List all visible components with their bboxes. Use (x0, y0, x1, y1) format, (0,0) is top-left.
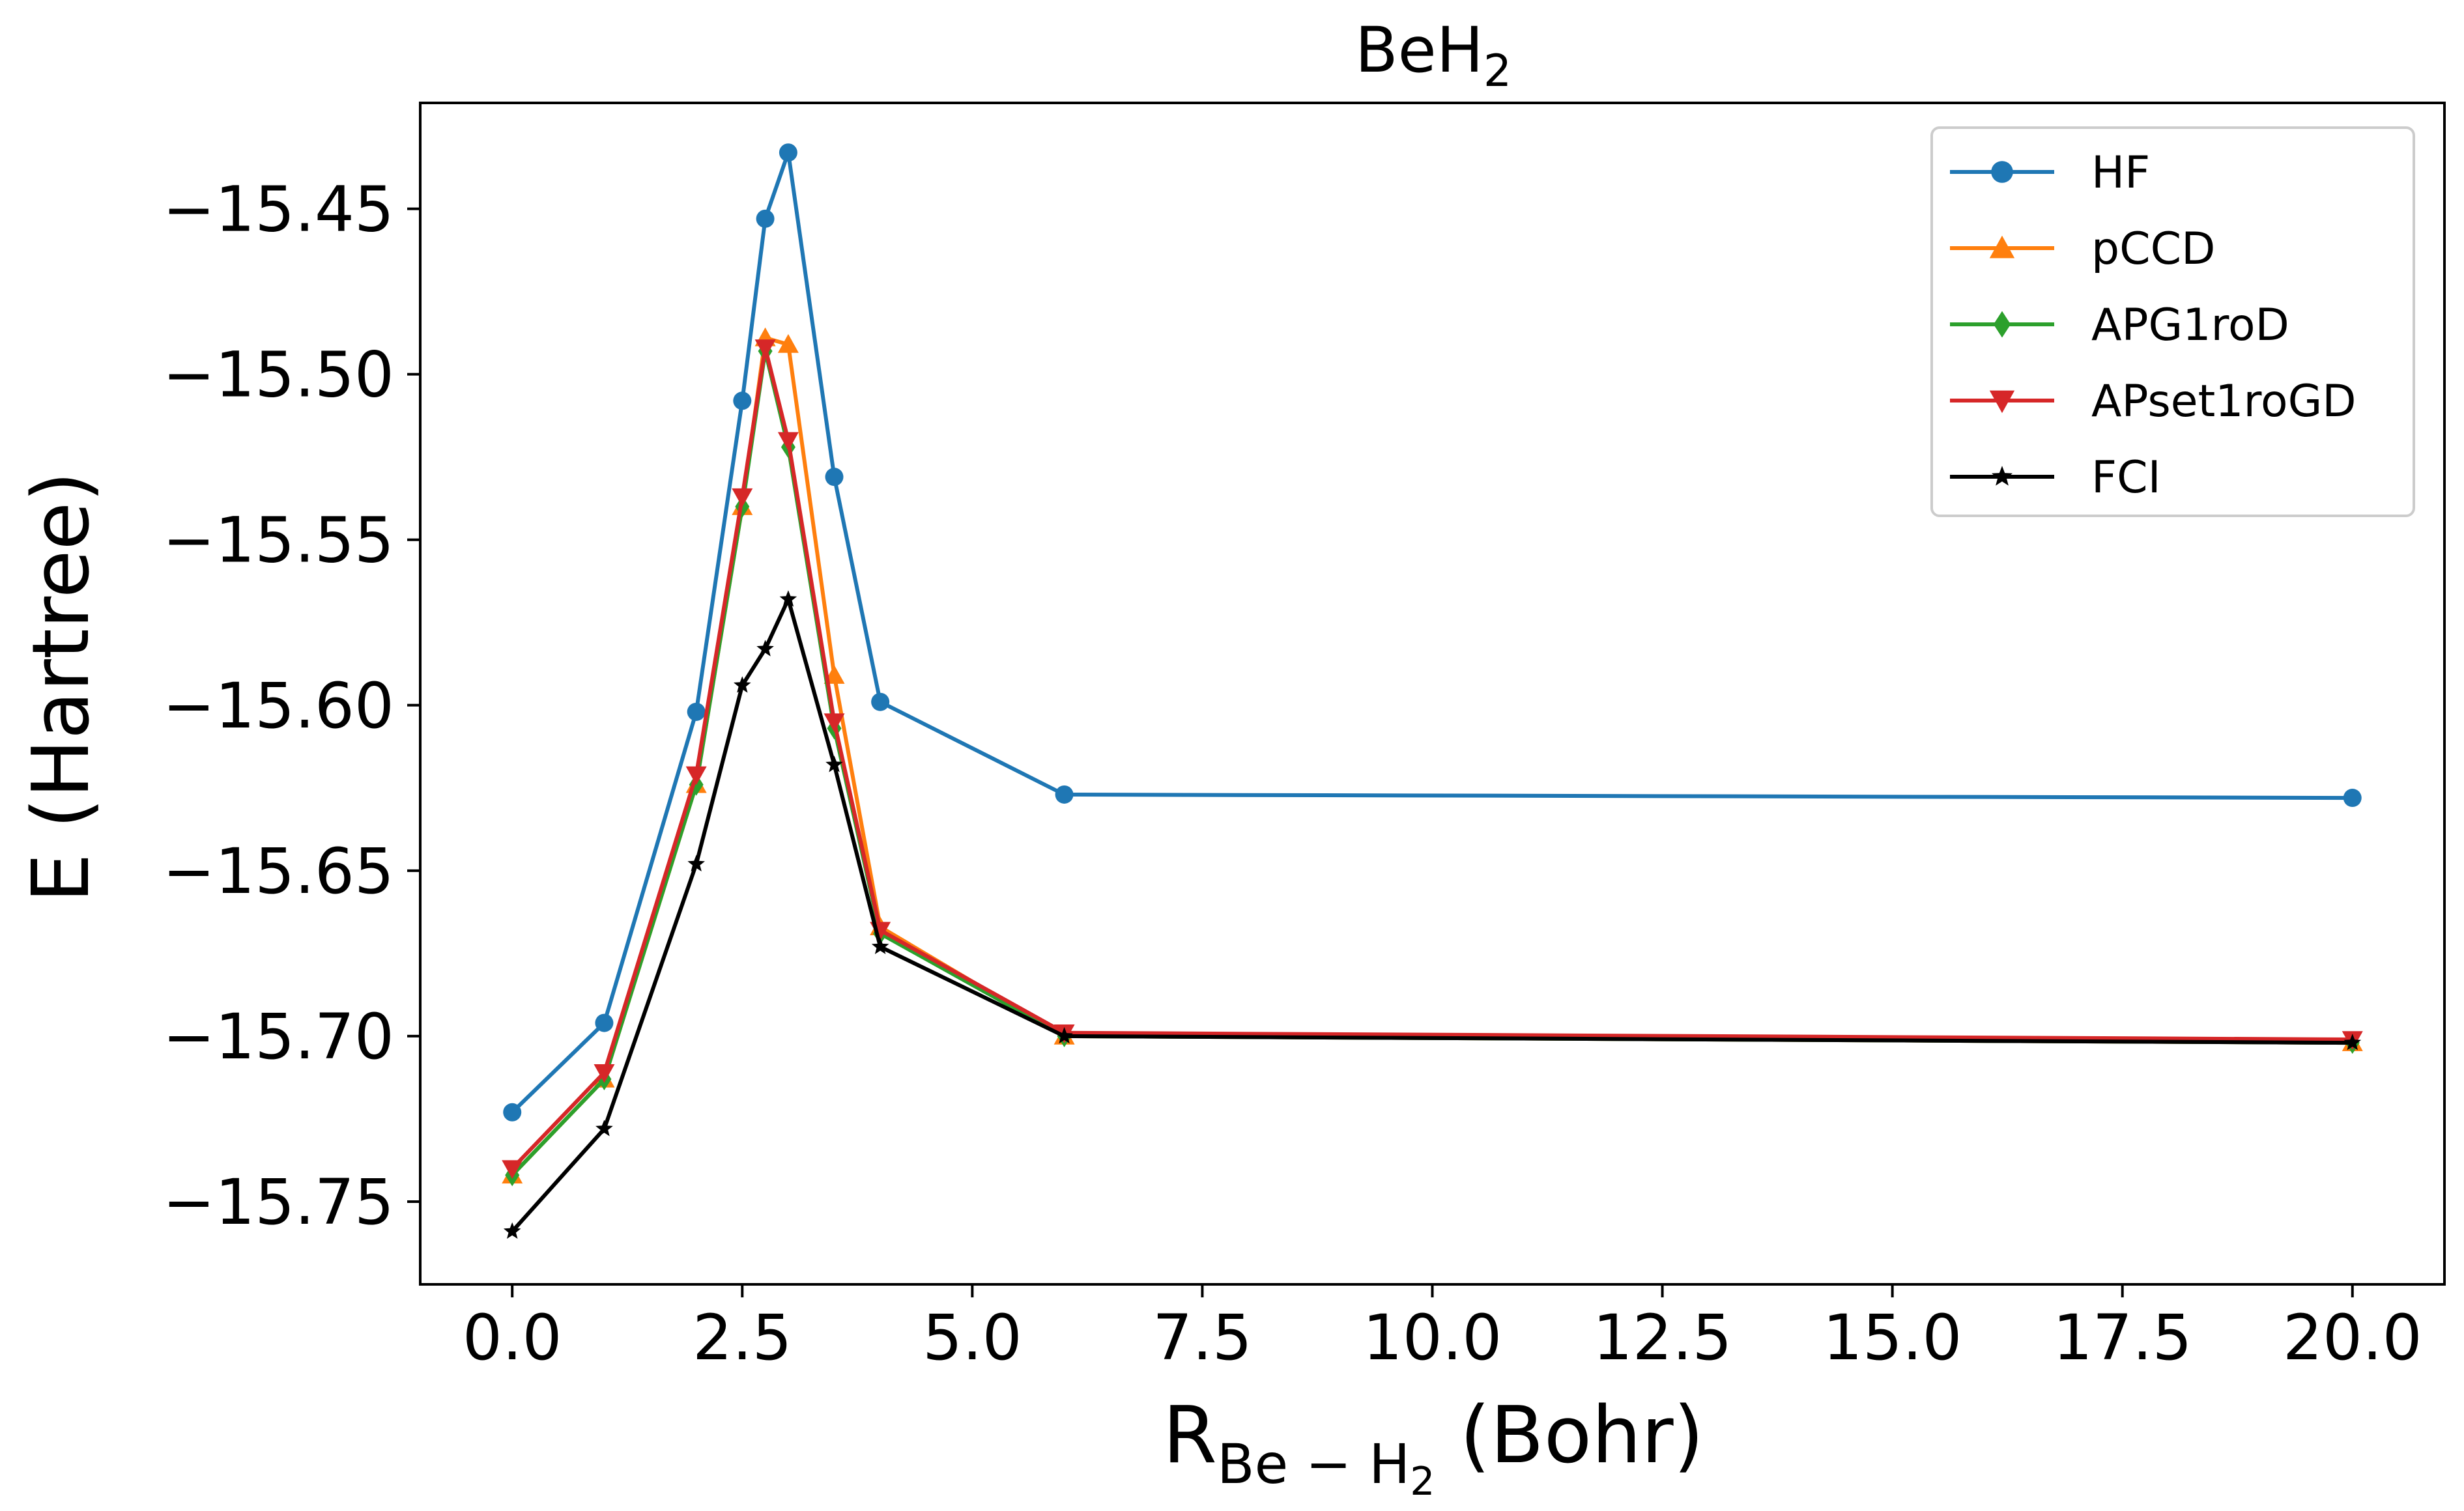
y-axis-label: E (Hartree) (16, 472, 107, 903)
x-tick-label: 17.5 (2053, 1301, 2192, 1374)
x-tick-label: 7.5 (1153, 1301, 1252, 1374)
x-tick-label: 20.0 (2283, 1301, 2422, 1374)
series-line (511, 150, 2353, 1114)
legend-marker (1989, 390, 2015, 414)
data-point (1055, 785, 1074, 804)
legend-marker (1992, 466, 2013, 486)
x-tick-label: 15.0 (1823, 1301, 1962, 1374)
data-point (754, 339, 776, 359)
data-point (825, 468, 844, 487)
data-point (687, 854, 705, 871)
y-tick-label: −15.65 (163, 835, 394, 908)
y-tick-label: −15.55 (163, 504, 394, 577)
data-point (2343, 789, 2362, 808)
data-point (756, 640, 774, 657)
data-point (595, 1013, 614, 1032)
data-point (734, 676, 751, 693)
x-tick-label: 2.5 (693, 1301, 792, 1374)
series-fci (503, 590, 2362, 1239)
data-point (777, 432, 799, 451)
legend-label: HF (2091, 147, 2150, 199)
legend-box (1930, 126, 2415, 517)
legend: HF pCCD APG1roD APset1roGD FCI (1930, 126, 2415, 517)
series-line (511, 346, 2353, 1170)
data-point (2343, 1034, 2362, 1051)
y-tick-label: −15.50 (163, 339, 394, 412)
y-tick-label: −15.60 (163, 670, 394, 742)
legend-entry: HF (1950, 147, 2150, 199)
x-axis-label-main: R (1163, 1391, 1217, 1481)
x-axis-label-tail: (Bohr) (1435, 1391, 1704, 1481)
y-tick-label: −15.45 (163, 173, 394, 246)
data-point (732, 488, 753, 507)
chart-title: BeH2 (1355, 14, 1511, 97)
legend-marker (1989, 235, 2015, 259)
data-point (871, 937, 889, 954)
data-point (685, 766, 707, 785)
series-layer (502, 143, 2363, 1239)
y-tick-label: −15.70 (163, 1000, 394, 1073)
x-tick-label: 5.0 (923, 1301, 1022, 1374)
data-point (595, 1120, 613, 1137)
data-point (503, 1103, 522, 1122)
y-axis-ticks: −15.45 −15.50 −15.55 −15.60 −15.65 −15.70 −15.… (163, 173, 420, 1239)
x-tick-label: 12.5 (1593, 1301, 1732, 1374)
data-point (871, 692, 890, 711)
chart-title-sub: 2 (1483, 46, 1511, 97)
legend-label: pCCD (2091, 223, 2216, 275)
legend-label: APG1roD (2091, 300, 2289, 351)
data-point (502, 1160, 523, 1179)
x-tick-label: 0.0 (463, 1301, 562, 1374)
data-point (824, 713, 845, 733)
x-axis-label: RBe − H2 (Bohr) (1163, 1391, 1704, 1504)
legend-entry: FCI (1950, 452, 2161, 503)
legend-label: APset1roGD (2091, 376, 2357, 427)
x-tick-label: 10.0 (1363, 1301, 1502, 1374)
data-point (779, 590, 797, 607)
series-hf (503, 143, 2362, 1122)
y-tick-label: −15.75 (163, 1166, 394, 1239)
data-point (777, 333, 799, 353)
data-point (687, 702, 706, 721)
series-line (510, 597, 2353, 1233)
data-point (503, 1222, 521, 1239)
data-point (756, 209, 775, 228)
data-point (779, 143, 797, 162)
legend-marker (1993, 311, 2011, 338)
x-axis-label-sub-sub: 2 (1410, 1459, 1435, 1504)
x-axis-ticks: 0.0 2.5 5.0 7.5 10.0 12.5 15.0 17.5 20.0 (463, 1284, 2422, 1374)
legend-entry: APset1roGD (1950, 376, 2357, 427)
data-point (594, 1064, 615, 1083)
legend-marker (1991, 161, 2013, 183)
data-point (1055, 1026, 1073, 1044)
legend-entry: APG1roD (1950, 300, 2289, 351)
data-point (733, 391, 752, 410)
data-point (825, 756, 843, 772)
legend-entry: pCCD (1950, 223, 2216, 275)
x-axis-label-sub: Be − H (1217, 1432, 1410, 1496)
chart-title-main: BeH (1355, 14, 1483, 87)
legend-label: FCI (2091, 452, 2161, 503)
